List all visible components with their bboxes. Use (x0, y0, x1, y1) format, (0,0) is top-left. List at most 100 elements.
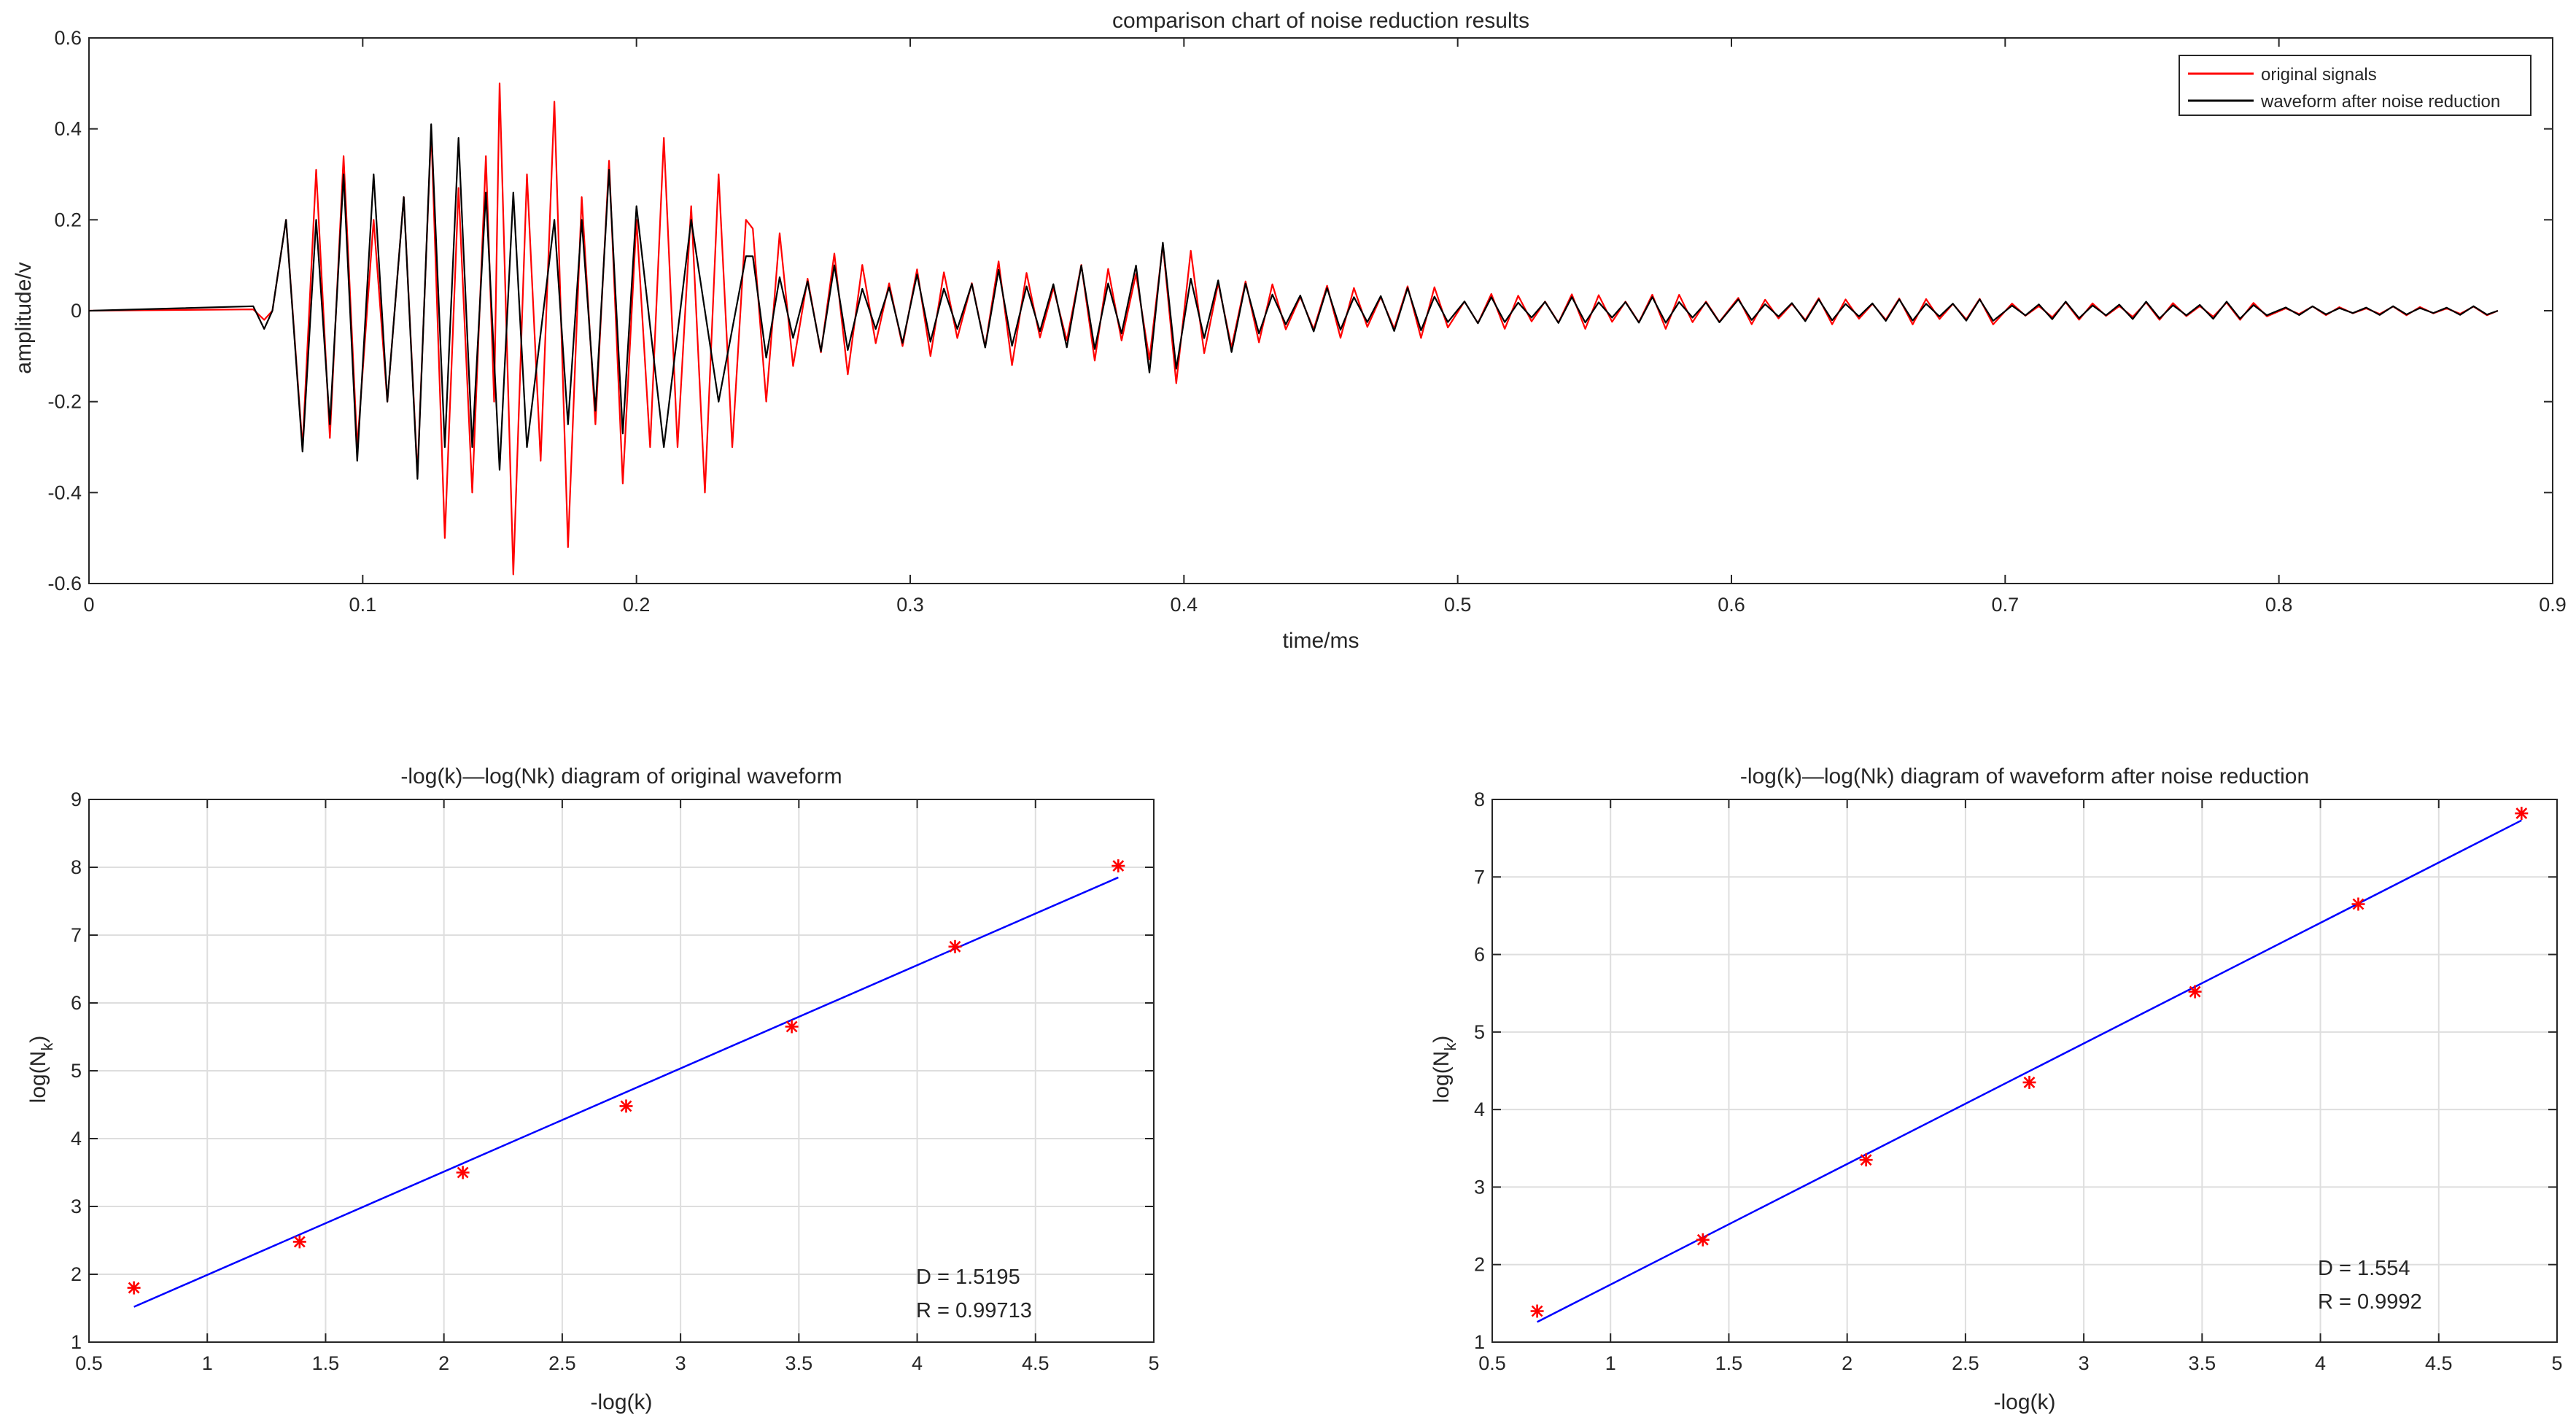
legend-entry-original: original signals (2261, 65, 2377, 85)
data-point (2022, 1075, 2036, 1089)
point-stroke (293, 1236, 306, 1248)
data-point (1530, 1304, 1544, 1318)
data-point (948, 939, 962, 953)
data-point (785, 1020, 799, 1034)
point-stroke (949, 940, 961, 953)
y-tick-label: -0.2 (47, 391, 82, 413)
plot-area (1492, 799, 2557, 1342)
series-denoised-line (88, 123, 2499, 480)
point-stroke (1531, 1305, 1543, 1317)
y-label-subscript: k (38, 1042, 56, 1051)
x-tick-label: 0.6 (1718, 594, 1745, 616)
y-tick-label: 8 (1474, 788, 1485, 810)
data-point (2188, 985, 2202, 999)
y-tick-label: 1 (71, 1331, 82, 1353)
y-label-main: log(N (1429, 1051, 1454, 1104)
y-tick-label: 6 (71, 992, 82, 1014)
data-point (619, 1099, 633, 1113)
point-stroke (128, 1282, 140, 1294)
legend-entry-denoised: waveform after noise reduction (2260, 92, 2500, 112)
data-point (2515, 807, 2529, 821)
x-tick-label: 3.5 (785, 1352, 813, 1374)
x-tick-label: 3 (675, 1352, 686, 1374)
x-axis-label: time/ms (1283, 629, 1359, 653)
y-tick-label: 9 (71, 788, 82, 810)
noise-comparison-chart: comparison chart of noise reduction resu… (12, 9, 2567, 653)
y-tick-label: 0.4 (54, 118, 82, 140)
x-tick-label: 0.2 (623, 594, 651, 616)
svg-text:log(Nk): log(Nk) (26, 1036, 56, 1104)
denoised-fractal-chart: -log(k)—log(Nk) diagram of waveform afte… (1429, 764, 2563, 1414)
annotation-d: D = 1.5195 (916, 1266, 1020, 1289)
x-tick-label: 0.4 (1171, 594, 1198, 616)
chart-title: -log(k)—log(Nk) diagram of waveform afte… (1740, 764, 2309, 788)
x-tick-label: 0.3 (896, 594, 924, 616)
axes-frame (88, 799, 1155, 1343)
x-tick-label: 0.5 (1444, 594, 1472, 616)
x-tick-label: 4.5 (1022, 1352, 1050, 1374)
x-tick-label: 2 (438, 1352, 449, 1374)
point-stroke (620, 1100, 632, 1112)
chart-title: comparison chart of noise reduction resu… (1112, 9, 1529, 33)
x-tick-label: 4 (912, 1352, 923, 1374)
y-label-main: log(N (26, 1051, 50, 1104)
x-tick-label: 0.5 (75, 1352, 103, 1374)
point-stroke (457, 1166, 469, 1179)
y-axis-label: log(Nk) (26, 1036, 56, 1104)
x-tick-label: 4 (2315, 1352, 2326, 1374)
y-tick-label: 7 (1474, 866, 1485, 888)
point-stroke (1860, 1154, 1872, 1166)
x-tick-label: 3 (2079, 1352, 2090, 1374)
x-tick-label: 0.8 (2265, 594, 2293, 616)
x-tick-label: 1.5 (1715, 1352, 1743, 1374)
data-point (1696, 1233, 1710, 1247)
point-stroke (1696, 1233, 1709, 1246)
x-tick-label: 3.5 (2189, 1352, 2216, 1374)
data-point (127, 1281, 141, 1295)
data-point (292, 1235, 306, 1249)
y-tick-label: 5 (71, 1060, 82, 1082)
point-stroke (2023, 1076, 2036, 1088)
y-tick-label: 2 (71, 1263, 82, 1285)
y-label-close: ) (26, 1036, 50, 1043)
point-stroke (2352, 898, 2364, 910)
chart-title: -log(k)—log(Nk) diagram of original wave… (400, 764, 842, 788)
data-point (456, 1166, 470, 1179)
y-tick-label: 1 (1474, 1331, 1485, 1353)
x-tick-label: 2.5 (548, 1352, 576, 1374)
annotation-r: R = 0.99713 (916, 1299, 1032, 1322)
point-stroke (2189, 985, 2201, 998)
y-tick-label: 2 (1474, 1254, 1485, 1276)
x-tick-label: 0.9 (2539, 594, 2567, 616)
x-tick-label: 1 (202, 1352, 213, 1374)
y-label-close: ) (1429, 1036, 1454, 1043)
x-tick-label: 2 (1842, 1352, 1853, 1374)
y-tick-label: 0 (71, 300, 82, 322)
legend: original signals waveform after noise re… (2179, 55, 2532, 116)
x-axis-label: -log(k) (1993, 1390, 2055, 1414)
annotation-d: D = 1.554 (2318, 1257, 2410, 1280)
y-label-subscript: k (1441, 1042, 1459, 1051)
y-tick-label: 6 (1474, 944, 1485, 966)
y-tick-label: 4 (1474, 1098, 1485, 1120)
point-stroke (1112, 860, 1125, 872)
x-tick-label: 0.5 (1478, 1352, 1506, 1374)
y-tick-label: 3 (1474, 1176, 1485, 1198)
x-tick-label: 0.7 (1992, 594, 2020, 616)
y-axis-label: log(Nk) (1429, 1036, 1459, 1104)
y-tick-label: 8 (71, 856, 82, 878)
y-tick-label: -0.6 (47, 573, 82, 594)
point-stroke (2515, 807, 2528, 820)
x-tick-label: 0.1 (349, 594, 377, 616)
data-marks (1530, 807, 2529, 1323)
axes-frame (1491, 799, 2558, 1343)
data-point (1112, 859, 1125, 873)
y-axis-label: amplitude/v (12, 262, 36, 373)
x-tick-label: 4.5 (2425, 1352, 2453, 1374)
y-tick-label: 0.2 (54, 209, 82, 230)
x-tick-label: 5 (2551, 1352, 2562, 1374)
annotation-r: R = 0.9992 (2318, 1290, 2422, 1314)
